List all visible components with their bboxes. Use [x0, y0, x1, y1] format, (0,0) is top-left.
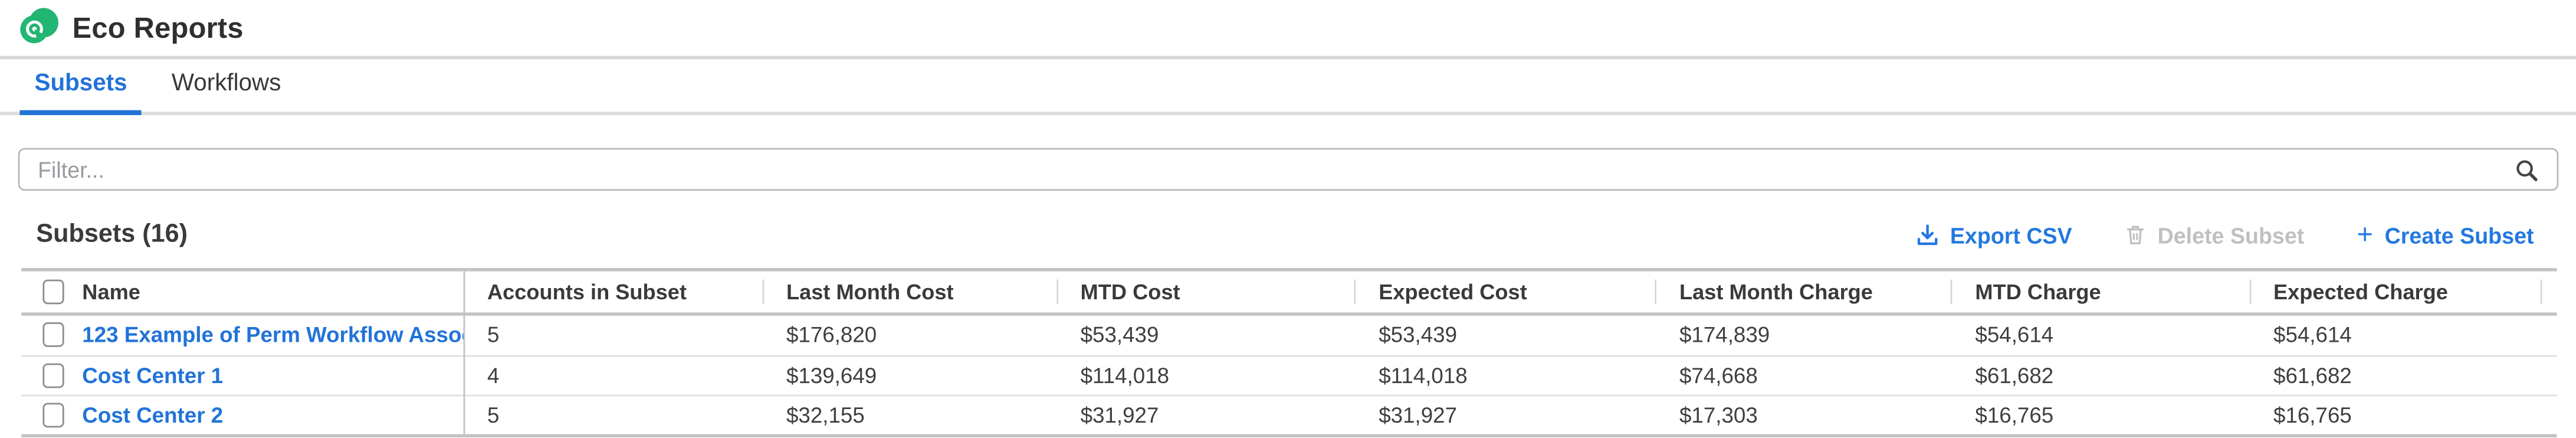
column-header-spacer [2540, 270, 2565, 313]
download-icon [1915, 224, 1938, 247]
filter-input[interactable] [19, 149, 2557, 189]
last-month-charge-value: $17,303 [1679, 403, 1758, 429]
table-header-row: Name Accounts in Subset Last Month Cost … [21, 270, 2557, 316]
expected-charge-value: $16,765 [2273, 403, 2352, 429]
select-all-checkbox[interactable] [42, 279, 64, 305]
last-month-cost-value: $32,155 [786, 403, 865, 429]
last-month-cost-value: $176,820 [786, 323, 877, 348]
row-checkbox[interactable] [42, 323, 64, 348]
row-spacer [2541, 357, 2565, 395]
export-csv-button[interactable]: Export CSV [1915, 223, 2072, 247]
column-header-expected-cost: Expected Cost [1354, 270, 1655, 313]
column-header-name: Name [82, 279, 140, 305]
table-row: Cost Center 2 5 $32,155 $31,927 $31,927 … [21, 394, 2557, 435]
table-body: 123 Example of Perm Workflow Association… [21, 316, 2557, 435]
filter-row [18, 148, 2559, 191]
expected-charge-value: $61,682 [2273, 363, 2352, 388]
section-header: Subsets (16) Export CSV [0, 217, 2576, 253]
create-subset-button[interactable]: + Create Subset [2357, 218, 2534, 250]
row-spacer [2541, 316, 2565, 355]
accounts-in-subset-value: 5 [487, 323, 500, 348]
delete-subset-button[interactable]: Delete Subset [2125, 223, 2304, 247]
expected-cost-value: $53,439 [1379, 323, 1458, 348]
accounts-in-subset-value: 4 [487, 363, 500, 388]
mtd-cost-value: $114,018 [1080, 363, 1170, 388]
table-row: 123 Example of Perm Workflow Association… [21, 316, 2557, 355]
delete-subset-label: Delete Subset [2157, 223, 2305, 248]
app-header: Eco Reports [0, 0, 2576, 60]
subset-name-link[interactable]: 123 Example of Perm Workflow Association [82, 323, 462, 348]
subsets-table: Name Accounts in Subset Last Month Cost … [21, 267, 2557, 438]
filter-box [18, 148, 2559, 191]
tab-bar: Subsets Workflows [0, 59, 2576, 115]
export-csv-label: Export CSV [1950, 223, 2072, 248]
mtd-cost-value: $31,927 [1080, 403, 1159, 429]
column-header-expected-charge: Expected Charge [2249, 270, 2540, 313]
mtd-charge-value: $16,765 [1975, 403, 2054, 429]
page-title: Eco Reports [72, 11, 244, 44]
expected-charge-value: $54,614 [2273, 323, 2352, 348]
expected-cost-value: $114,018 [1379, 363, 1468, 388]
search-icon [2516, 159, 2538, 181]
expected-cost-value: $31,927 [1379, 403, 1458, 429]
accounts-in-subset-value: 5 [487, 403, 500, 429]
last-month-charge-value: $74,668 [1679, 363, 1758, 388]
column-header-accounts-in-subset: Accounts in Subset [487, 279, 687, 305]
tab-workflows[interactable]: Workflows [171, 70, 281, 96]
mtd-charge-value: $54,614 [1975, 323, 2054, 348]
row-checkbox[interactable] [42, 363, 64, 388]
row-checkbox[interactable] [42, 403, 64, 429]
last-month-charge-value: $174,839 [1679, 323, 1770, 348]
last-month-cost-value: $139,649 [786, 363, 877, 388]
row-spacer [2541, 397, 2565, 435]
column-header-last-month-cost: Last Month Cost [762, 270, 1056, 313]
table-row: Cost Center 1 4 $139,649 $114,018 $114,0… [21, 354, 2557, 395]
column-header-last-month-charge: Last Month Charge [1655, 270, 1950, 313]
eco-reports-logo-icon [20, 7, 58, 43]
tab-subsets[interactable]: Subsets [19, 70, 142, 115]
column-header-mtd-charge: MTD Charge [1950, 270, 2249, 313]
column-header-mtd-cost: MTD Cost [1055, 270, 1354, 313]
subset-name-link[interactable]: Cost Center 2 [82, 403, 224, 429]
subset-name-link[interactable]: Cost Center 1 [82, 363, 224, 388]
mtd-cost-value: $53,439 [1080, 323, 1159, 348]
actions-bar: Export CSV Delete Subset + Create Subset [1915, 218, 2534, 250]
mtd-charge-value: $61,682 [1975, 363, 2054, 388]
section-title: Subsets (16) [36, 220, 188, 249]
name-column-divider [462, 270, 464, 435]
trash-icon [2125, 224, 2146, 247]
create-subset-label: Create Subset [2384, 223, 2534, 248]
plus-icon: + [2357, 218, 2374, 250]
